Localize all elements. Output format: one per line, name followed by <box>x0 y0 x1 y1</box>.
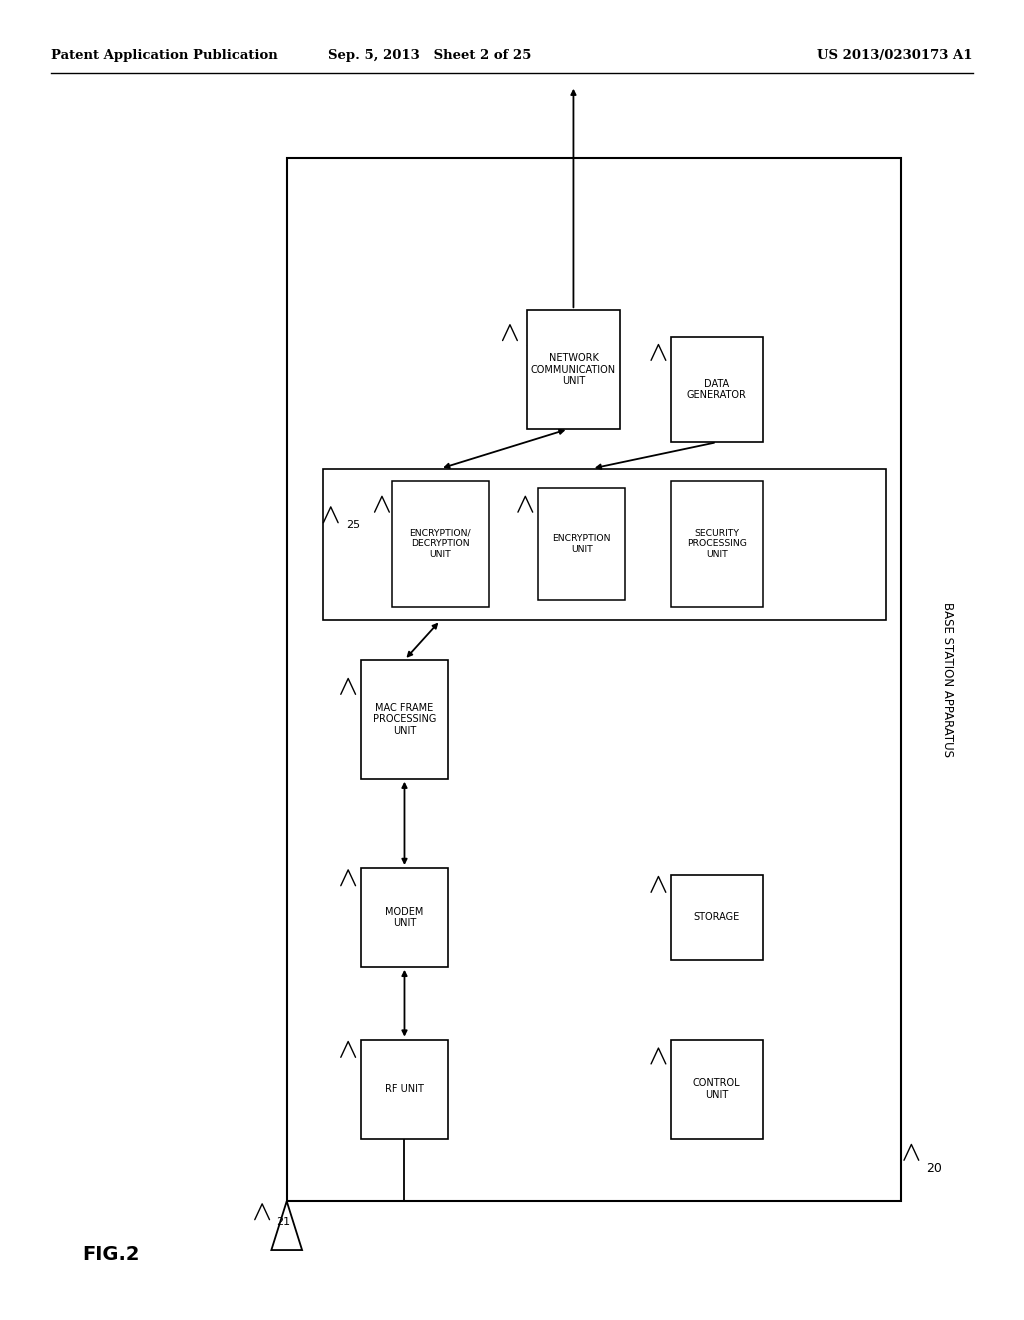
Text: 24: 24 <box>364 692 378 702</box>
Bar <box>539 488 625 599</box>
Text: 21: 21 <box>276 1217 291 1228</box>
Bar <box>527 310 620 429</box>
Text: Patent Application Publication: Patent Application Publication <box>51 49 278 62</box>
Bar <box>671 875 763 961</box>
Bar <box>671 482 763 607</box>
Text: 252: 252 <box>541 510 560 520</box>
Text: FIG.2: FIG.2 <box>82 1245 139 1263</box>
Text: 251: 251 <box>397 510 417 520</box>
Bar <box>361 869 449 966</box>
Text: 20: 20 <box>926 1162 942 1175</box>
Bar <box>391 482 489 607</box>
Text: STORAGE: STORAGE <box>693 912 740 923</box>
Text: Sep. 5, 2013   Sheet 2 of 25: Sep. 5, 2013 Sheet 2 of 25 <box>329 49 531 62</box>
Text: US 2013/0230173 A1: US 2013/0230173 A1 <box>817 49 973 62</box>
Text: ENCRYPTION/
DECRYPTION
UNIT: ENCRYPTION/ DECRYPTION UNIT <box>410 529 471 558</box>
Text: CONTROL
UNIT: CONTROL UNIT <box>693 1078 740 1100</box>
Text: 29: 29 <box>674 1061 688 1072</box>
Text: MODEM
UNIT: MODEM UNIT <box>385 907 424 928</box>
Text: NETWORK
COMMUNICATION
UNIT: NETWORK COMMUNICATION UNIT <box>530 352 616 387</box>
Text: 27: 27 <box>525 338 540 348</box>
Text: RF UNIT: RF UNIT <box>385 1084 424 1094</box>
Bar <box>361 1040 449 1138</box>
Bar <box>287 158 901 1201</box>
Text: SECURITY
PROCESSING
UNIT: SECURITY PROCESSING UNIT <box>687 529 746 558</box>
Text: 23: 23 <box>364 883 378 894</box>
Bar <box>671 337 763 442</box>
Bar <box>671 1040 763 1138</box>
Text: DATA
GENERATOR: DATA GENERATOR <box>687 379 746 400</box>
Text: ENCRYPTION
UNIT: ENCRYPTION UNIT <box>552 535 611 553</box>
Bar <box>361 660 449 779</box>
Text: MAC FRAME
PROCESSING
UNIT: MAC FRAME PROCESSING UNIT <box>373 702 436 737</box>
Bar <box>323 469 886 620</box>
Text: 28: 28 <box>674 890 688 900</box>
Text: 26: 26 <box>674 358 688 368</box>
Text: BASE STATION APPARATUS: BASE STATION APPARATUS <box>941 602 953 758</box>
Text: 25: 25 <box>346 520 360 531</box>
Text: 22: 22 <box>364 1055 378 1065</box>
